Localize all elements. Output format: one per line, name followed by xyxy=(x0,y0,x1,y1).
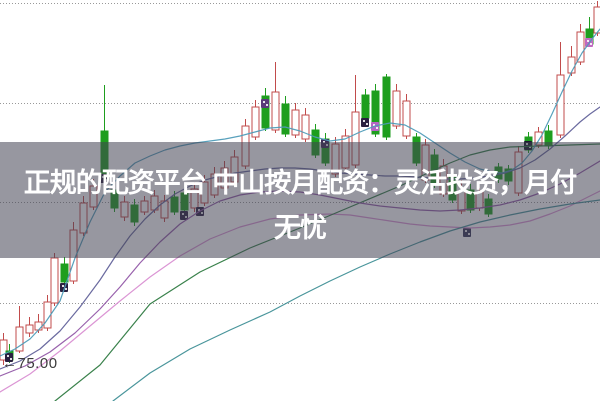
candlestick-up xyxy=(593,6,600,34)
signal-marker-dot xyxy=(10,358,12,360)
signal-marker-dot xyxy=(376,127,378,129)
candlestick-up xyxy=(34,321,43,331)
signal-marker-dot xyxy=(7,355,9,357)
candlestick-up xyxy=(251,106,260,138)
signal-marker xyxy=(361,118,369,127)
candlestick-down xyxy=(281,103,290,135)
signal-marker-dot xyxy=(65,288,67,290)
candlestick-up xyxy=(402,100,411,137)
candlestick-down xyxy=(60,263,69,283)
candlestick-up xyxy=(0,339,8,361)
candlestick-down xyxy=(371,90,380,135)
candlestick-down xyxy=(361,94,370,119)
price-arrow-label: ←75.00 xyxy=(2,355,58,372)
overlay-title-line2: 无忧 xyxy=(274,213,327,243)
candlestick-up xyxy=(301,114,310,140)
candlestick-up xyxy=(291,109,300,136)
candlestick-up xyxy=(15,326,24,352)
overlay-title-line1: 正规的配资平台 中山按月配资：灵活投资，月付 xyxy=(23,168,578,198)
candlestick-down xyxy=(382,76,391,138)
signal-marker xyxy=(261,99,269,108)
candlestick-up xyxy=(25,324,34,334)
candlestick-up xyxy=(50,257,59,304)
signal-marker-dot xyxy=(62,285,64,287)
candlestick-up xyxy=(567,56,576,74)
signal-marker-dot xyxy=(366,123,368,125)
title-overlay-band xyxy=(0,142,600,258)
signal-marker-dot xyxy=(373,124,375,126)
candlestick-down xyxy=(261,95,270,129)
candlestick-up xyxy=(271,91,280,131)
candlestick-up xyxy=(576,31,585,63)
candlestick-up xyxy=(556,74,565,136)
signal-marker-dot xyxy=(263,101,265,103)
signal-marker-dot xyxy=(266,104,268,106)
signal-marker-dot xyxy=(363,120,365,122)
candlestick-up xyxy=(392,90,401,127)
signal-marker-dot xyxy=(587,40,589,42)
signal-marker-dot xyxy=(590,43,592,45)
